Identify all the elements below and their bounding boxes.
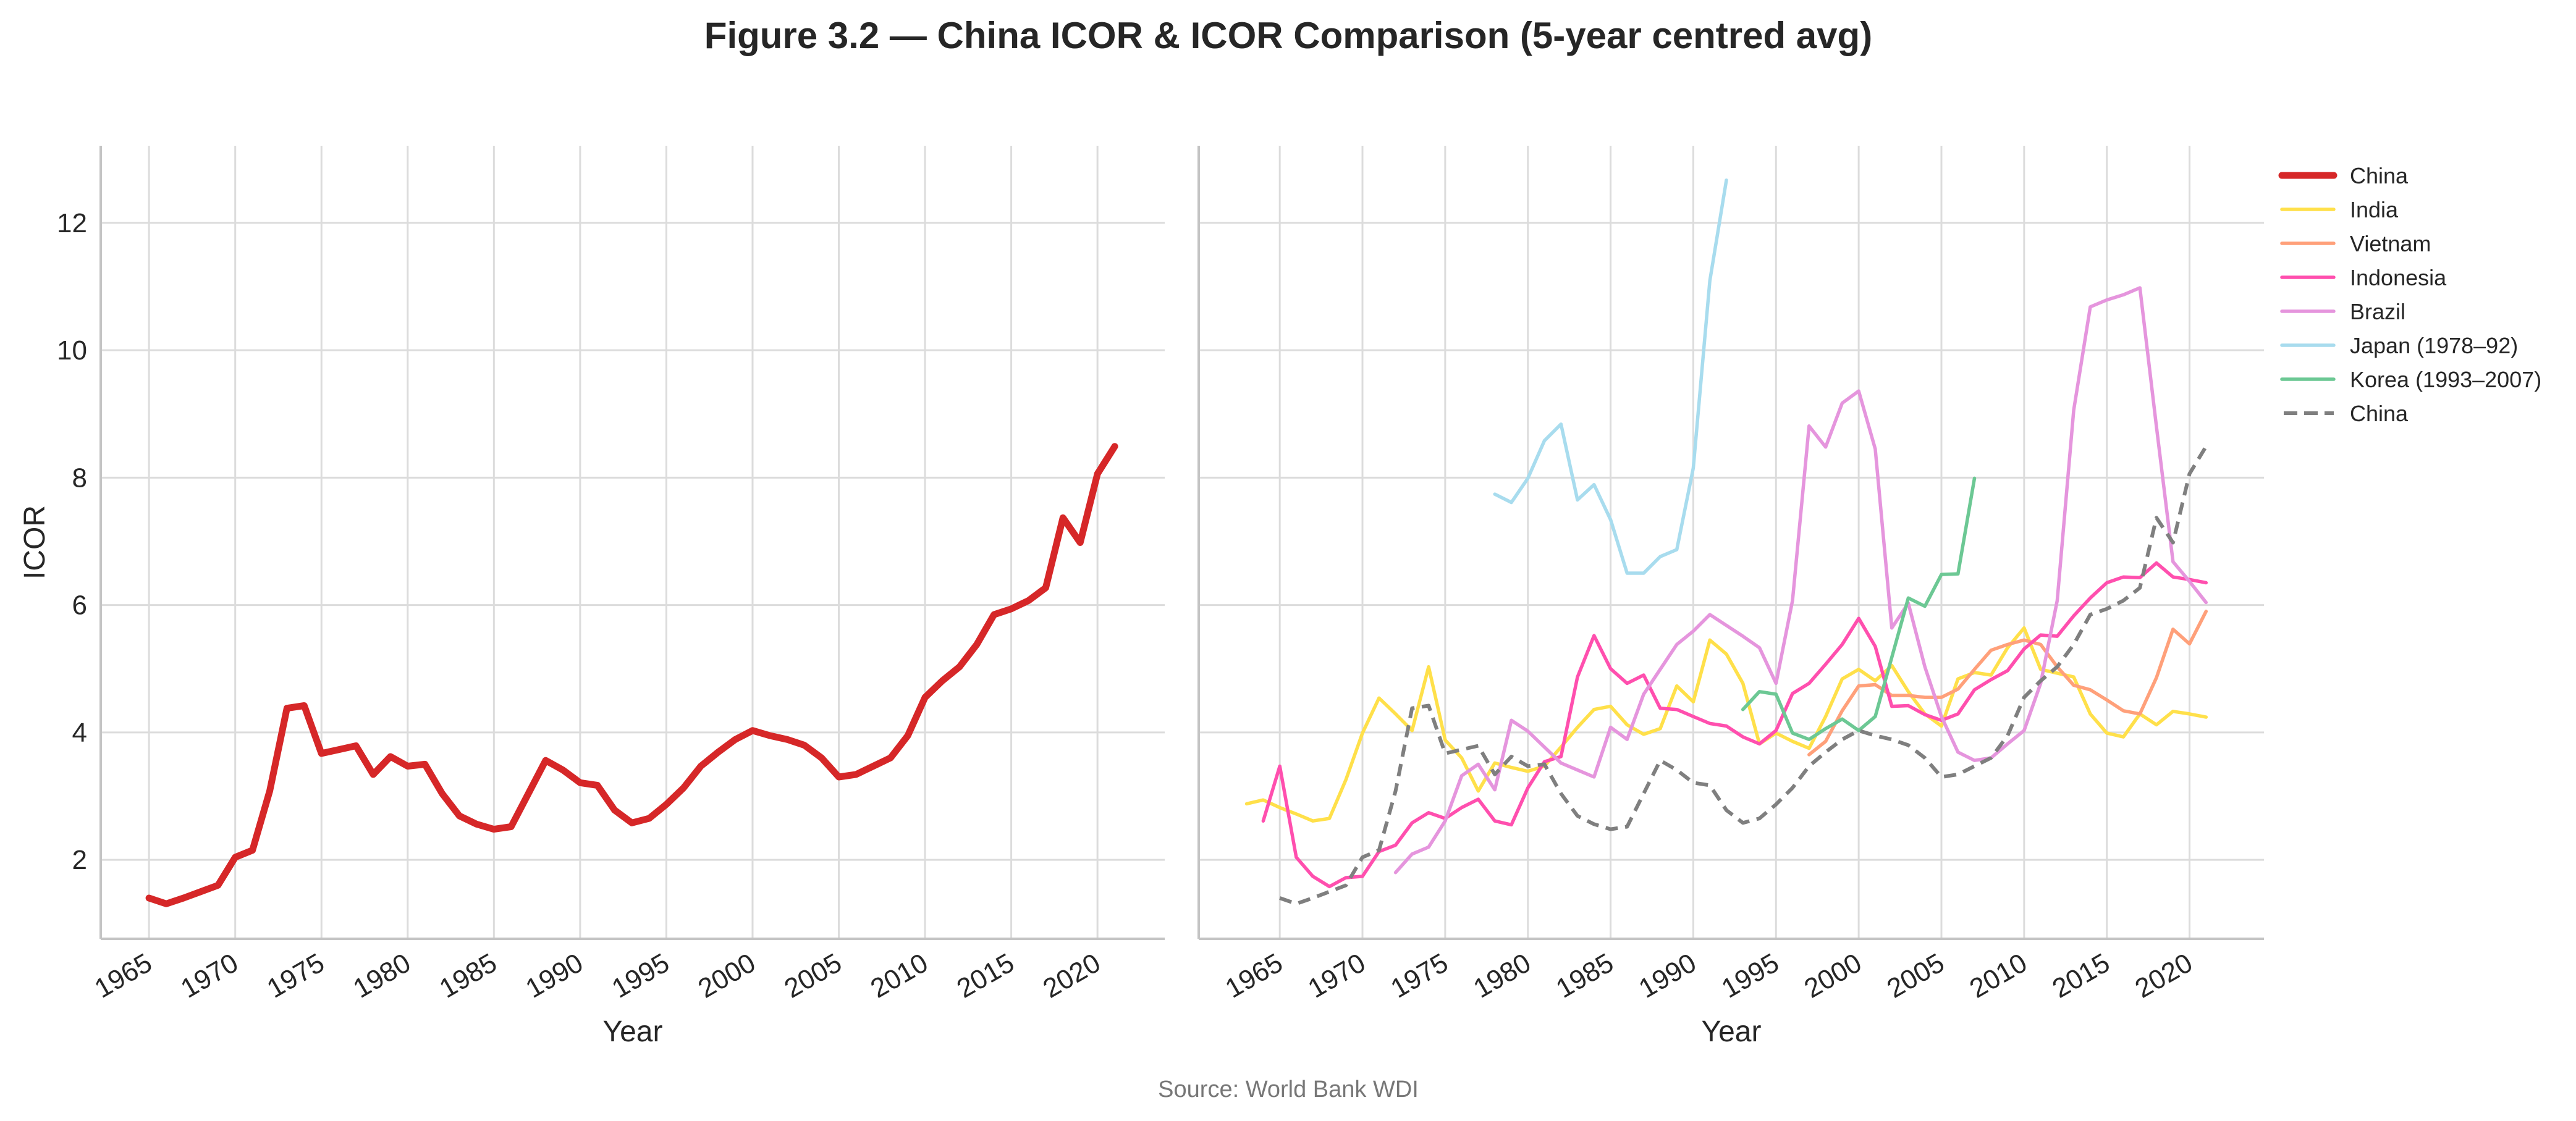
- legend-label: Japan (1978–92): [2350, 333, 2518, 358]
- x-tick-label: 1970: [175, 947, 243, 1004]
- x-tick-label: 1995: [607, 947, 674, 1004]
- x-tick-label: 1985: [434, 947, 502, 1004]
- legend-label: India: [2350, 197, 2399, 222]
- x-tick-label: 1975: [1386, 947, 1453, 1004]
- x-tick-label: 1965: [90, 947, 157, 1004]
- y-axis-label: ICOR: [19, 505, 51, 579]
- x-tick-label: 1980: [1468, 947, 1535, 1004]
- y-tick-label: 6: [72, 590, 87, 621]
- x-tick-label: 1990: [1634, 947, 1701, 1004]
- x-tick-label: 2000: [1799, 947, 1867, 1004]
- x-tick-label: 2010: [866, 947, 933, 1004]
- x-tick-label: 1980: [348, 947, 416, 1004]
- series-line-brazil: [1393, 286, 2208, 875]
- x-tick-label: 1975: [262, 947, 329, 1004]
- series-line-japan-1978-92: [1493, 178, 1728, 575]
- source-note: Source: World Bank WDI: [1158, 1077, 1419, 1102]
- legend: China India Vietnam Indonesia Brazil Japan (1…: [2278, 163, 2541, 426]
- x-tick-label: 2010: [1965, 947, 2032, 1004]
- x-tick-label: 1985: [1551, 947, 1618, 1004]
- legend-label: Indonesia: [2350, 265, 2447, 290]
- x-tick-label: 2005: [1882, 947, 1949, 1004]
- series-line-vietnam: [1807, 610, 2208, 757]
- legend-label: Vietnam: [2350, 231, 2431, 256]
- figure-title: Figure 3.2 — China ICOR & ICOR Compariso…: [704, 15, 1872, 56]
- series-line-korea-1993-2007: [1741, 476, 1977, 741]
- legend-label: Korea (1993–2007): [2350, 367, 2541, 392]
- y-tick-label: 4: [72, 718, 87, 748]
- y-tick-label: 10: [57, 335, 87, 366]
- y-tick-label: 12: [57, 208, 87, 238]
- x-tick-label: 1965: [1220, 947, 1288, 1004]
- x-tick-label: 2015: [2047, 947, 2114, 1004]
- right-panel: 1965 1970 1975 1980 1985 1990 1995 2000 2005 2010…: [1197, 146, 2264, 1048]
- x-axis-label: Year: [603, 1015, 663, 1048]
- series-line-india: [1244, 626, 2208, 823]
- x-tick-label: 1970: [1303, 947, 1370, 1004]
- legend-label: China: [2350, 163, 2409, 188]
- x-tick-label: 1990: [521, 947, 588, 1004]
- x-tick-label: 2005: [779, 947, 847, 1004]
- x-tick-label: 2020: [2130, 947, 2197, 1004]
- x-axis-label: Year: [1702, 1015, 1762, 1048]
- x-tick-label: 2015: [952, 947, 1019, 1004]
- legend-label: China: [2350, 401, 2409, 426]
- legend-label: Brazil: [2350, 299, 2405, 324]
- series-line-china: [1279, 445, 2208, 906]
- x-tick-label: 2000: [693, 947, 761, 1004]
- x-tick-label: 1995: [1717, 947, 1784, 1004]
- y-tick-label: 2: [72, 845, 87, 875]
- left-panel: 1965 1970 1975 1980 1985 1990 1995 2000 2005 2010…: [19, 146, 1165, 1048]
- series-line-china: [145, 443, 1118, 907]
- x-tick-label: 2020: [1038, 947, 1105, 1004]
- y-tick-label: 8: [72, 463, 87, 493]
